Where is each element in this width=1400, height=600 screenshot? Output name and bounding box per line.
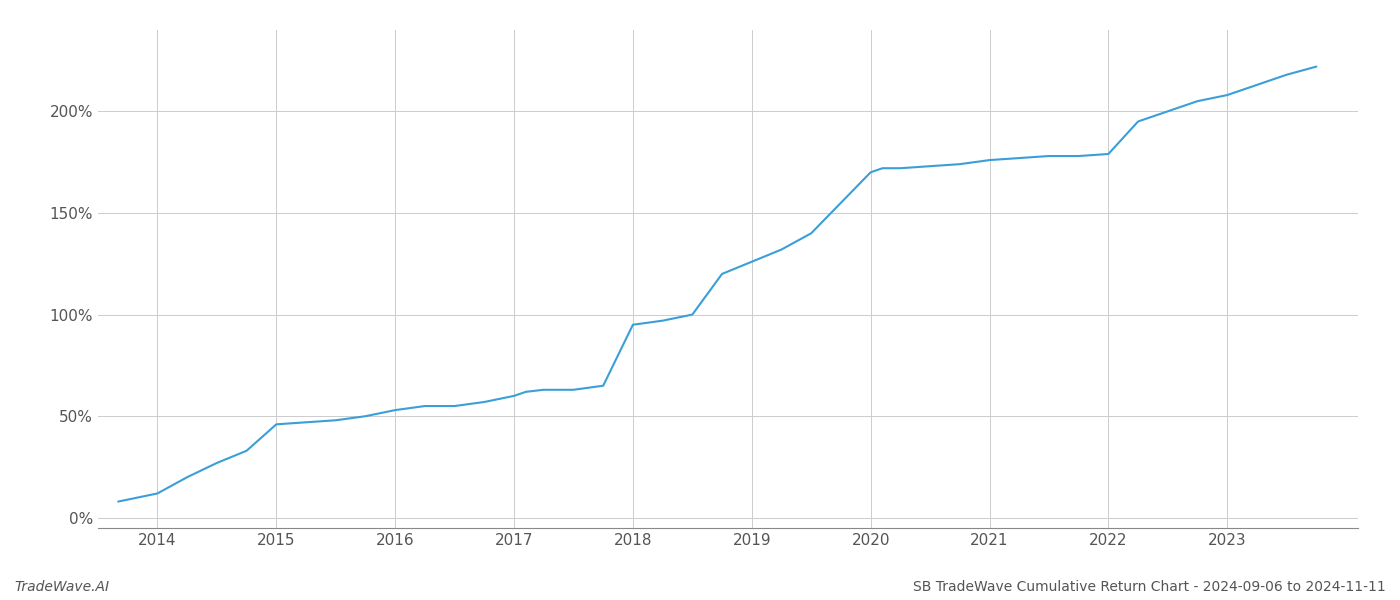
Text: TradeWave.AI: TradeWave.AI [14,580,109,594]
Text: SB TradeWave Cumulative Return Chart - 2024-09-06 to 2024-11-11: SB TradeWave Cumulative Return Chart - 2… [913,580,1386,594]
